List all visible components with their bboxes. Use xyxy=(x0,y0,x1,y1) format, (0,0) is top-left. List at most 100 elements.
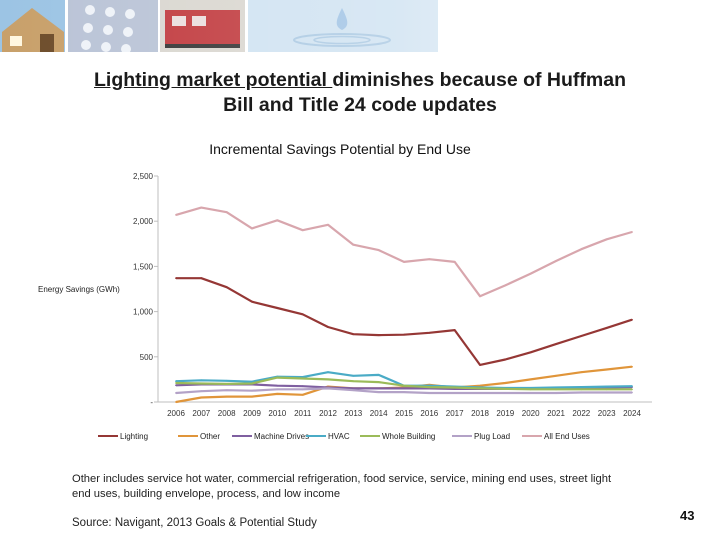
data-point-hvac xyxy=(605,385,608,388)
data-point-plug-load xyxy=(529,392,532,394)
data-point-whole-building xyxy=(352,380,355,383)
x-tick-label: 2019 xyxy=(496,409,514,418)
source-note: Source: Navigant, 2013 Goals & Potential… xyxy=(72,517,317,529)
data-point-hvac xyxy=(327,371,329,374)
header-banner xyxy=(0,0,720,52)
data-point-hvac xyxy=(200,379,203,382)
data-point-all-end-uses xyxy=(377,249,380,252)
data-point-lighting xyxy=(251,300,253,303)
y-tick-label: 1,000 xyxy=(133,308,154,317)
legend-label-other: Other xyxy=(200,432,220,441)
data-point-other xyxy=(555,374,557,377)
data-point-whole-building xyxy=(504,387,507,390)
data-point-hvac xyxy=(251,380,253,383)
data-point-machine-drives xyxy=(403,387,405,390)
data-point-machine-drives xyxy=(377,387,380,390)
data-point-whole-building xyxy=(225,383,228,385)
data-point-whole-building xyxy=(631,388,633,391)
data-point-all-end-uses xyxy=(529,272,532,275)
data-point-plug-load xyxy=(175,392,177,394)
data-point-lighting xyxy=(504,358,507,361)
data-point-lighting xyxy=(453,329,456,332)
data-point-other xyxy=(251,395,253,398)
data-point-whole-building xyxy=(200,382,203,385)
y-tick-label: - xyxy=(150,398,153,407)
data-point-whole-building xyxy=(251,382,253,385)
data-point-other xyxy=(479,384,481,387)
data-point-hvac xyxy=(225,379,228,382)
data-point-plug-load xyxy=(555,392,557,394)
x-tick-label: 2011 xyxy=(294,409,312,418)
data-point-whole-building xyxy=(580,388,583,391)
data-point-plug-load xyxy=(225,389,228,392)
data-point-whole-building xyxy=(479,387,481,390)
data-point-other xyxy=(504,382,507,384)
y-tick-label: 500 xyxy=(140,353,154,362)
data-point-whole-building xyxy=(276,376,279,379)
data-point-plug-load xyxy=(479,392,481,394)
data-point-lighting xyxy=(580,335,583,337)
data-point-lighting xyxy=(403,333,405,336)
data-point-machine-drives xyxy=(352,387,355,390)
x-tick-label: 2023 xyxy=(598,409,616,418)
title-line2: Bill and Title 24 code updates xyxy=(223,94,497,116)
data-point-lighting xyxy=(200,277,203,280)
x-tick-label: 2021 xyxy=(547,409,565,418)
title-rest-line1: diminishes because of Huffman xyxy=(332,69,626,91)
data-point-lighting xyxy=(352,333,355,336)
x-tick-label: 2017 xyxy=(446,409,464,418)
data-point-whole-building xyxy=(605,388,608,391)
data-point-lighting xyxy=(327,326,329,328)
data-point-lighting xyxy=(225,286,228,289)
data-point-plug-load xyxy=(276,388,279,391)
data-point-lighting xyxy=(605,326,608,329)
x-tick-label: 2007 xyxy=(192,409,210,418)
data-point-hvac xyxy=(175,380,177,383)
data-point-plug-load xyxy=(605,391,608,394)
data-point-plug-load xyxy=(301,388,304,391)
data-point-plug-load xyxy=(453,392,456,394)
data-point-all-end-uses xyxy=(175,213,177,216)
data-point-other xyxy=(529,378,532,381)
y-tick-label: 1,500 xyxy=(133,262,154,271)
data-point-other xyxy=(200,396,203,399)
data-point-all-end-uses xyxy=(428,258,431,261)
data-point-plug-load xyxy=(200,390,203,393)
data-point-lighting xyxy=(428,331,431,334)
data-point-all-end-uses xyxy=(453,260,456,263)
data-point-whole-building xyxy=(428,386,431,388)
data-point-all-end-uses xyxy=(580,248,583,251)
data-point-hvac xyxy=(631,385,633,388)
x-tick-label: 2018 xyxy=(471,409,489,418)
data-point-hvac xyxy=(352,374,355,377)
data-point-whole-building xyxy=(403,384,405,387)
data-point-other xyxy=(175,401,177,403)
data-point-lighting xyxy=(276,307,279,309)
data-point-all-end-uses xyxy=(327,223,329,226)
data-point-lighting xyxy=(301,313,304,316)
x-tick-label: 2016 xyxy=(420,409,438,418)
data-point-all-end-uses xyxy=(251,227,253,230)
legend-label-plug-load: Plug Load xyxy=(474,432,510,441)
data-point-lighting xyxy=(175,277,177,280)
x-tick-label: 2015 xyxy=(395,409,413,418)
data-point-plug-load xyxy=(504,392,507,394)
data-point-plug-load xyxy=(631,391,633,394)
data-point-hvac xyxy=(580,386,583,388)
data-point-all-end-uses xyxy=(403,260,405,263)
slide-title: Lighting market potential diminishes bec… xyxy=(10,68,710,118)
legend-label-all-end-uses: All End Uses xyxy=(544,432,590,441)
data-point-other xyxy=(225,395,228,398)
data-point-lighting xyxy=(631,318,633,321)
data-point-lighting xyxy=(529,351,532,354)
data-point-machine-drives xyxy=(175,384,177,387)
data-point-all-end-uses xyxy=(352,243,355,246)
x-tick-label: 2008 xyxy=(218,409,236,418)
y-axis-label: Energy Savings (GWh) xyxy=(38,285,120,294)
legend-label-hvac: HVAC xyxy=(328,432,350,441)
x-tick-label: 2020 xyxy=(522,409,540,418)
data-point-plug-load xyxy=(428,392,431,394)
title-underlined-part: Lighting market potential xyxy=(94,69,333,91)
data-point-plug-load xyxy=(251,389,253,392)
